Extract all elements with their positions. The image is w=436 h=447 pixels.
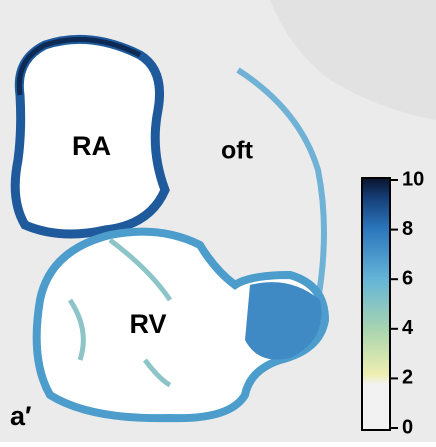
label-oft: oft: [221, 137, 254, 165]
panel-label: a′: [10, 401, 32, 431]
colorbar-tick-label: 10: [402, 168, 424, 190]
label-ra: RA: [72, 131, 111, 161]
colorbar-scale: [362, 178, 390, 430]
colorbar-tick-label: 6: [402, 267, 413, 289]
colorbar-tick-label: 2: [402, 367, 413, 389]
colorbar-tick-label: 4: [402, 317, 414, 339]
colorbar-tick-label: 0: [402, 416, 413, 438]
figure-panel: RA oft RV a′ 0 2 4 6 8 10: [0, 0, 436, 442]
label-rv: RV: [129, 309, 166, 339]
colorbar-tick-label: 8: [402, 218, 413, 240]
